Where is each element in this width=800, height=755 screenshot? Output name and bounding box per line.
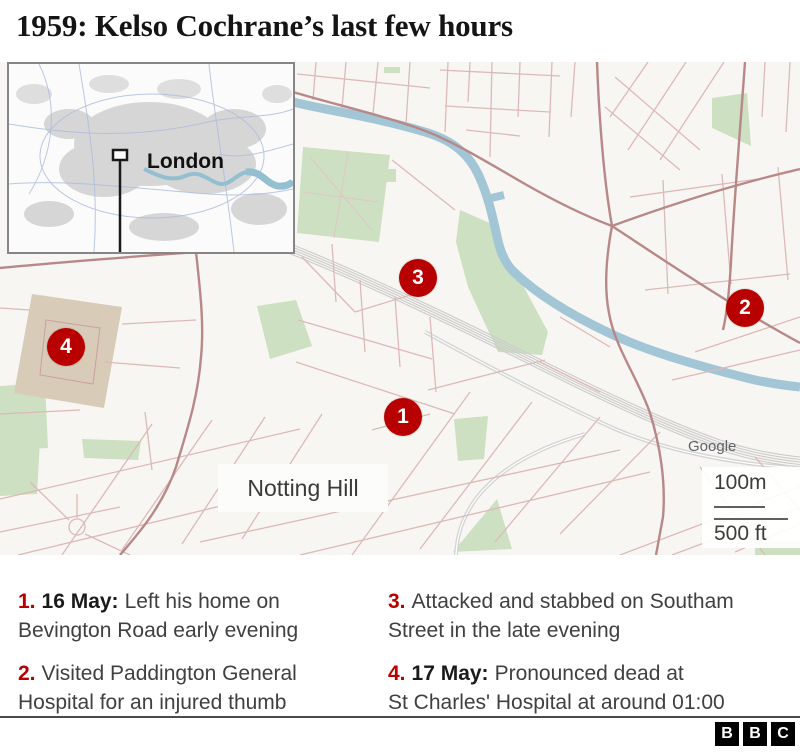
legend-number: 2. — [18, 662, 36, 685]
thames-river — [143, 167, 293, 190]
scale-imperial-line — [714, 518, 788, 520]
map-marker-2: 2 — [726, 289, 764, 327]
urban-area — [16, 75, 292, 241]
inset-graphic — [9, 64, 293, 252]
map-marker-3: 3 — [399, 259, 437, 297]
legend-text: Hospital for an injured thumb — [18, 691, 287, 714]
legend-date: 16 May: — [41, 590, 119, 613]
legend-text: Pronounced dead at — [494, 662, 684, 685]
scale-bar: 100m 500 ft — [702, 467, 800, 548]
page-title: 1959: Kelso Cochrane’s last few hours — [16, 8, 513, 43]
london-label: London — [147, 150, 224, 173]
google-attribution: Google — [688, 438, 737, 455]
legend-text: Street in the late evening — [388, 619, 621, 642]
map-graphic — [0, 62, 800, 555]
legend-number: 4. — [388, 662, 406, 685]
inset-roads — [9, 64, 293, 252]
map-marker-4: 4 — [47, 328, 85, 366]
bbc-logo-block: C — [771, 722, 795, 746]
cemetery-paths — [302, 151, 379, 239]
legend-text: St Charles' Hospital at around 01:00 — [388, 691, 725, 714]
map-marker-1: 1 — [384, 398, 422, 436]
scale-imperial-label: 500 ft — [714, 522, 767, 545]
scale-metric-label: 100m — [714, 471, 767, 494]
notting-hill-label: Notting Hill — [218, 464, 388, 512]
legend-item-1: 1. 16 May: Left his home on Bevington Road… — [18, 587, 403, 645]
legend-item-4: 4. 17 May: Pronounced dead at St Charles' … — [388, 659, 773, 717]
westway-road — [424, 330, 800, 555]
legend-date: 17 May: — [411, 662, 489, 685]
london-inset-map: London — [7, 62, 295, 254]
legend-number: 1. — [18, 590, 36, 613]
legend-number: 3. — [388, 590, 406, 613]
legend-text: Bevington Road early evening — [18, 619, 299, 642]
legend-text: Left his home on — [124, 590, 280, 613]
scale-metric-line — [714, 506, 765, 508]
legend-text: Attacked and stabbed on Southam — [411, 590, 734, 613]
map-panel: London 1 2 3 4 Notting Hill Google 100m … — [0, 62, 800, 555]
legend-item-2: 2. Visited Paddington General Hospital fo… — [18, 659, 403, 717]
legend-text: Visited Paddington General — [41, 662, 297, 685]
bbc-logo-block: B — [715, 722, 739, 746]
bbc-logo-block: B — [743, 722, 767, 746]
legend-item-3: 3. Attacked and stabbed on Southam Street… — [388, 587, 773, 645]
bbc-logo: B B C — [715, 722, 795, 746]
footer-divider — [0, 716, 800, 718]
inset-location-marker — [111, 148, 129, 252]
